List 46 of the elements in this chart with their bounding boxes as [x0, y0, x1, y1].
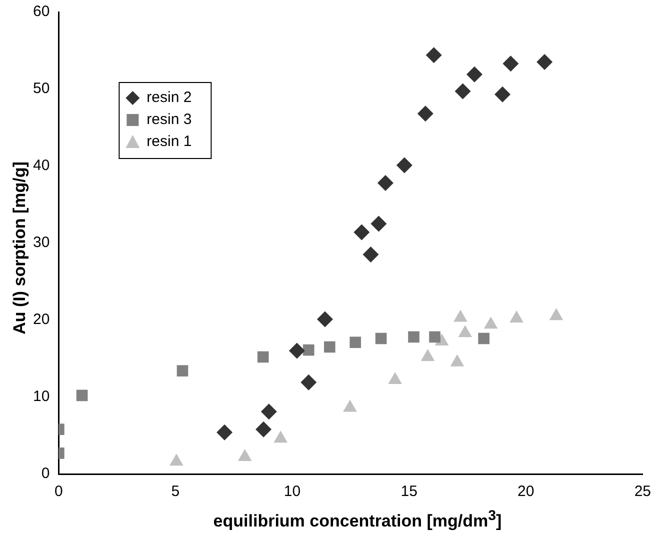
x-tick-label: 0 [54, 483, 63, 500]
x-tick-label: 20 [518, 483, 534, 500]
y-tick-label: 20 [32, 311, 50, 328]
point [288, 342, 305, 359]
point [417, 106, 434, 122]
point [362, 246, 379, 263]
point [76, 390, 88, 402]
point [502, 56, 519, 72]
point [370, 216, 387, 232]
point [429, 331, 440, 343]
point [377, 174, 394, 191]
point [494, 86, 511, 102]
y-tick-label: 60 [32, 3, 50, 20]
legend-label: resin 3 [146, 111, 192, 128]
point [176, 365, 188, 376]
point [426, 47, 442, 64]
point [216, 424, 233, 440]
x-tick-label: 5 [171, 483, 180, 500]
y-tick-label: 0 [41, 465, 50, 482]
point [257, 351, 269, 363]
point [300, 374, 317, 390]
point [375, 332, 387, 344]
x-tick-label: 10 [284, 483, 301, 500]
point [466, 66, 482, 82]
y-tick-label: 30 [32, 234, 50, 252]
x-tick-label: 15 [400, 483, 418, 500]
y-tick-label: 10 [32, 388, 50, 406]
x-axis-title: equilibrium concentration [mg/dm$^{3}$] [212, 508, 503, 532]
y-tick-label: 40 [32, 157, 50, 174]
point [396, 157, 412, 174]
point [260, 404, 277, 420]
y-axis-title: Au (I) sorption [mg/g] [10, 162, 30, 334]
point [324, 341, 336, 353]
legend-label: resin 1 [146, 133, 192, 150]
point [302, 344, 314, 356]
point [478, 332, 490, 344]
point [316, 311, 333, 328]
point [536, 54, 553, 70]
x-tick-label: 25 [634, 483, 651, 500]
legend-label: resin 2 [146, 89, 192, 106]
point [454, 83, 471, 100]
point [256, 421, 272, 438]
point [408, 331, 420, 343]
point [354, 224, 370, 240]
point [350, 336, 361, 348]
y-tick-label: 50 [32, 80, 50, 98]
